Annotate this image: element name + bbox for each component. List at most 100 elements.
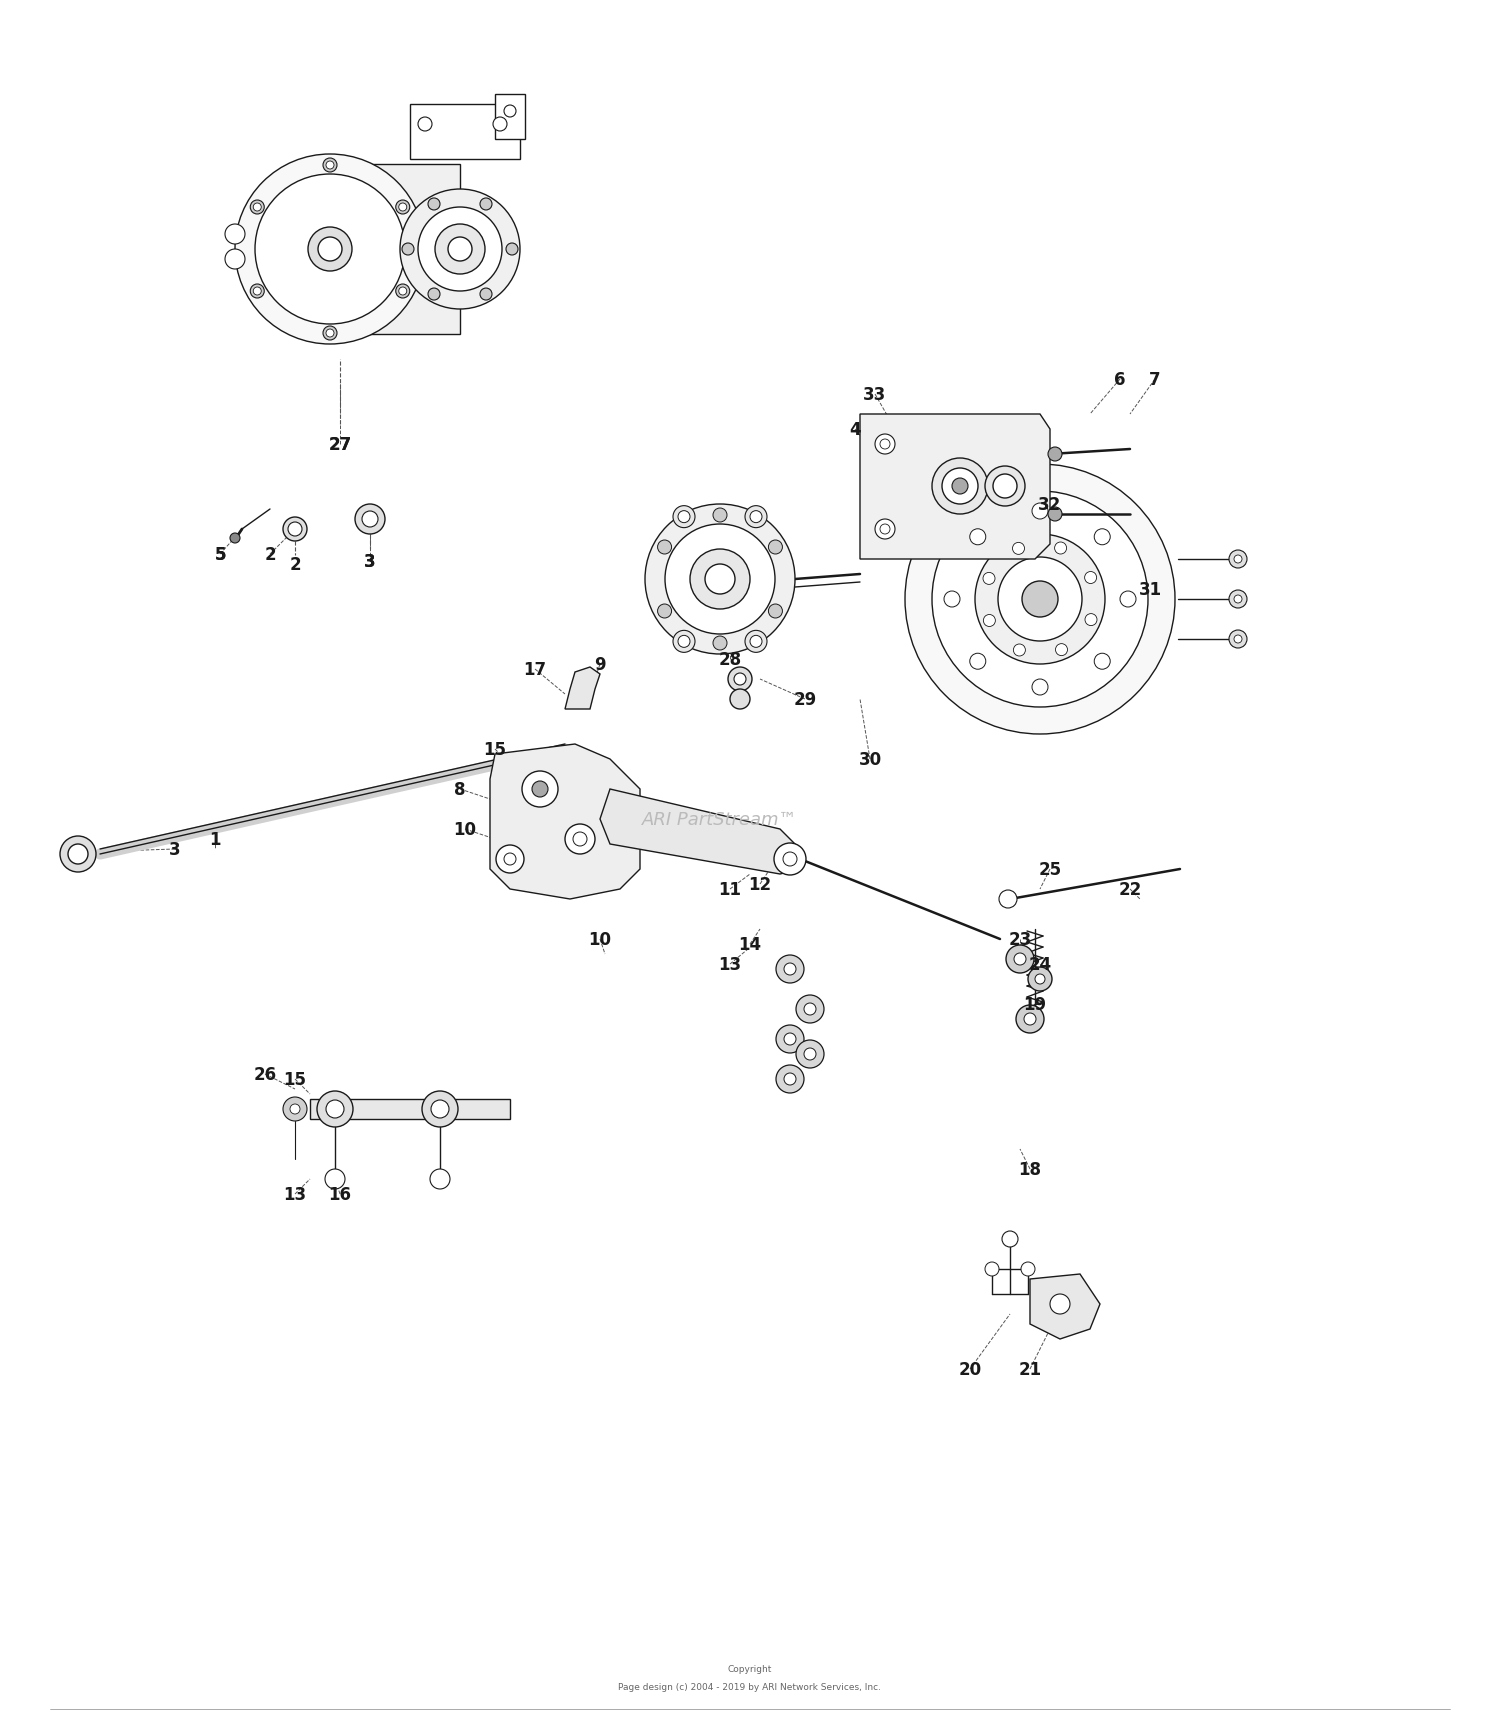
Circle shape (1050, 1294, 1070, 1315)
Circle shape (776, 1065, 804, 1094)
Circle shape (284, 517, 308, 541)
Circle shape (1056, 644, 1068, 656)
Circle shape (1024, 1013, 1036, 1025)
Circle shape (396, 284, 410, 298)
Text: 6: 6 (1114, 370, 1125, 389)
Circle shape (399, 288, 406, 296)
Polygon shape (1030, 1275, 1100, 1339)
Circle shape (1094, 529, 1110, 546)
Text: Page design (c) 2004 - 2019 by ARI Network Services, Inc.: Page design (c) 2004 - 2019 by ARI Netwo… (618, 1683, 882, 1692)
Text: 17: 17 (524, 660, 546, 679)
Circle shape (236, 155, 424, 345)
Bar (495, 95, 525, 140)
Circle shape (396, 202, 410, 215)
Text: 28: 28 (718, 651, 741, 669)
Circle shape (975, 534, 1106, 665)
Text: 2: 2 (264, 546, 276, 563)
Circle shape (952, 479, 968, 495)
Circle shape (970, 529, 986, 546)
Circle shape (494, 117, 507, 133)
Circle shape (783, 853, 796, 867)
Circle shape (1228, 551, 1246, 569)
Circle shape (1120, 591, 1136, 608)
Circle shape (522, 772, 558, 808)
Circle shape (1022, 582, 1058, 617)
Circle shape (774, 844, 806, 875)
Text: 20: 20 (958, 1359, 981, 1378)
Circle shape (705, 565, 735, 594)
Text: 23: 23 (1008, 930, 1032, 948)
Text: 15: 15 (483, 741, 507, 758)
Circle shape (1228, 631, 1246, 648)
Circle shape (480, 289, 492, 302)
Polygon shape (859, 415, 1050, 560)
Circle shape (1054, 543, 1066, 555)
Circle shape (674, 631, 694, 653)
Bar (410, 105, 520, 160)
Circle shape (1048, 508, 1062, 522)
Circle shape (504, 853, 516, 865)
Circle shape (496, 846, 523, 874)
Circle shape (970, 653, 986, 670)
Circle shape (1007, 946, 1034, 973)
Circle shape (796, 996, 824, 1023)
Circle shape (326, 1170, 345, 1189)
Text: 3: 3 (364, 553, 376, 570)
Text: 11: 11 (718, 880, 741, 898)
Circle shape (712, 508, 728, 522)
Text: 14: 14 (738, 936, 762, 953)
Text: 31: 31 (1138, 581, 1161, 598)
Text: 18: 18 (1019, 1160, 1041, 1179)
Text: 29: 29 (794, 691, 816, 708)
Circle shape (750, 636, 762, 648)
Circle shape (734, 674, 746, 686)
Circle shape (435, 226, 484, 276)
Circle shape (986, 1263, 999, 1277)
Circle shape (874, 434, 896, 455)
Circle shape (308, 227, 352, 272)
Circle shape (255, 176, 405, 326)
Text: 5: 5 (214, 546, 226, 563)
Circle shape (1022, 1263, 1035, 1277)
Polygon shape (566, 667, 600, 710)
Circle shape (1234, 636, 1242, 644)
Circle shape (932, 491, 1148, 708)
Circle shape (356, 505, 386, 534)
Circle shape (768, 605, 783, 619)
Circle shape (288, 522, 302, 536)
Circle shape (506, 245, 518, 255)
Circle shape (419, 208, 503, 291)
Circle shape (776, 956, 804, 984)
Circle shape (1014, 953, 1026, 965)
Circle shape (998, 558, 1082, 641)
Polygon shape (490, 744, 640, 899)
Circle shape (1228, 591, 1246, 608)
Text: 10: 10 (453, 820, 477, 839)
Circle shape (982, 574, 994, 586)
Circle shape (362, 512, 378, 527)
Circle shape (999, 891, 1017, 908)
Text: 8: 8 (454, 781, 466, 798)
Circle shape (784, 963, 796, 975)
Text: 30: 30 (858, 751, 882, 768)
Circle shape (1032, 503, 1048, 520)
Circle shape (804, 1003, 816, 1015)
Circle shape (1014, 644, 1026, 656)
Circle shape (251, 284, 264, 298)
Circle shape (678, 512, 690, 524)
Text: 10: 10 (588, 930, 612, 948)
Circle shape (728, 667, 752, 691)
Circle shape (645, 505, 795, 655)
Circle shape (712, 636, 728, 651)
Circle shape (1002, 1232, 1019, 1247)
Circle shape (284, 1098, 308, 1122)
Circle shape (322, 159, 338, 172)
Text: 15: 15 (284, 1070, 306, 1089)
Circle shape (399, 203, 406, 212)
Text: 3: 3 (364, 553, 376, 570)
Circle shape (316, 1091, 352, 1127)
Circle shape (225, 250, 245, 271)
Circle shape (657, 541, 672, 555)
Circle shape (532, 782, 548, 798)
Circle shape (1028, 967, 1051, 991)
